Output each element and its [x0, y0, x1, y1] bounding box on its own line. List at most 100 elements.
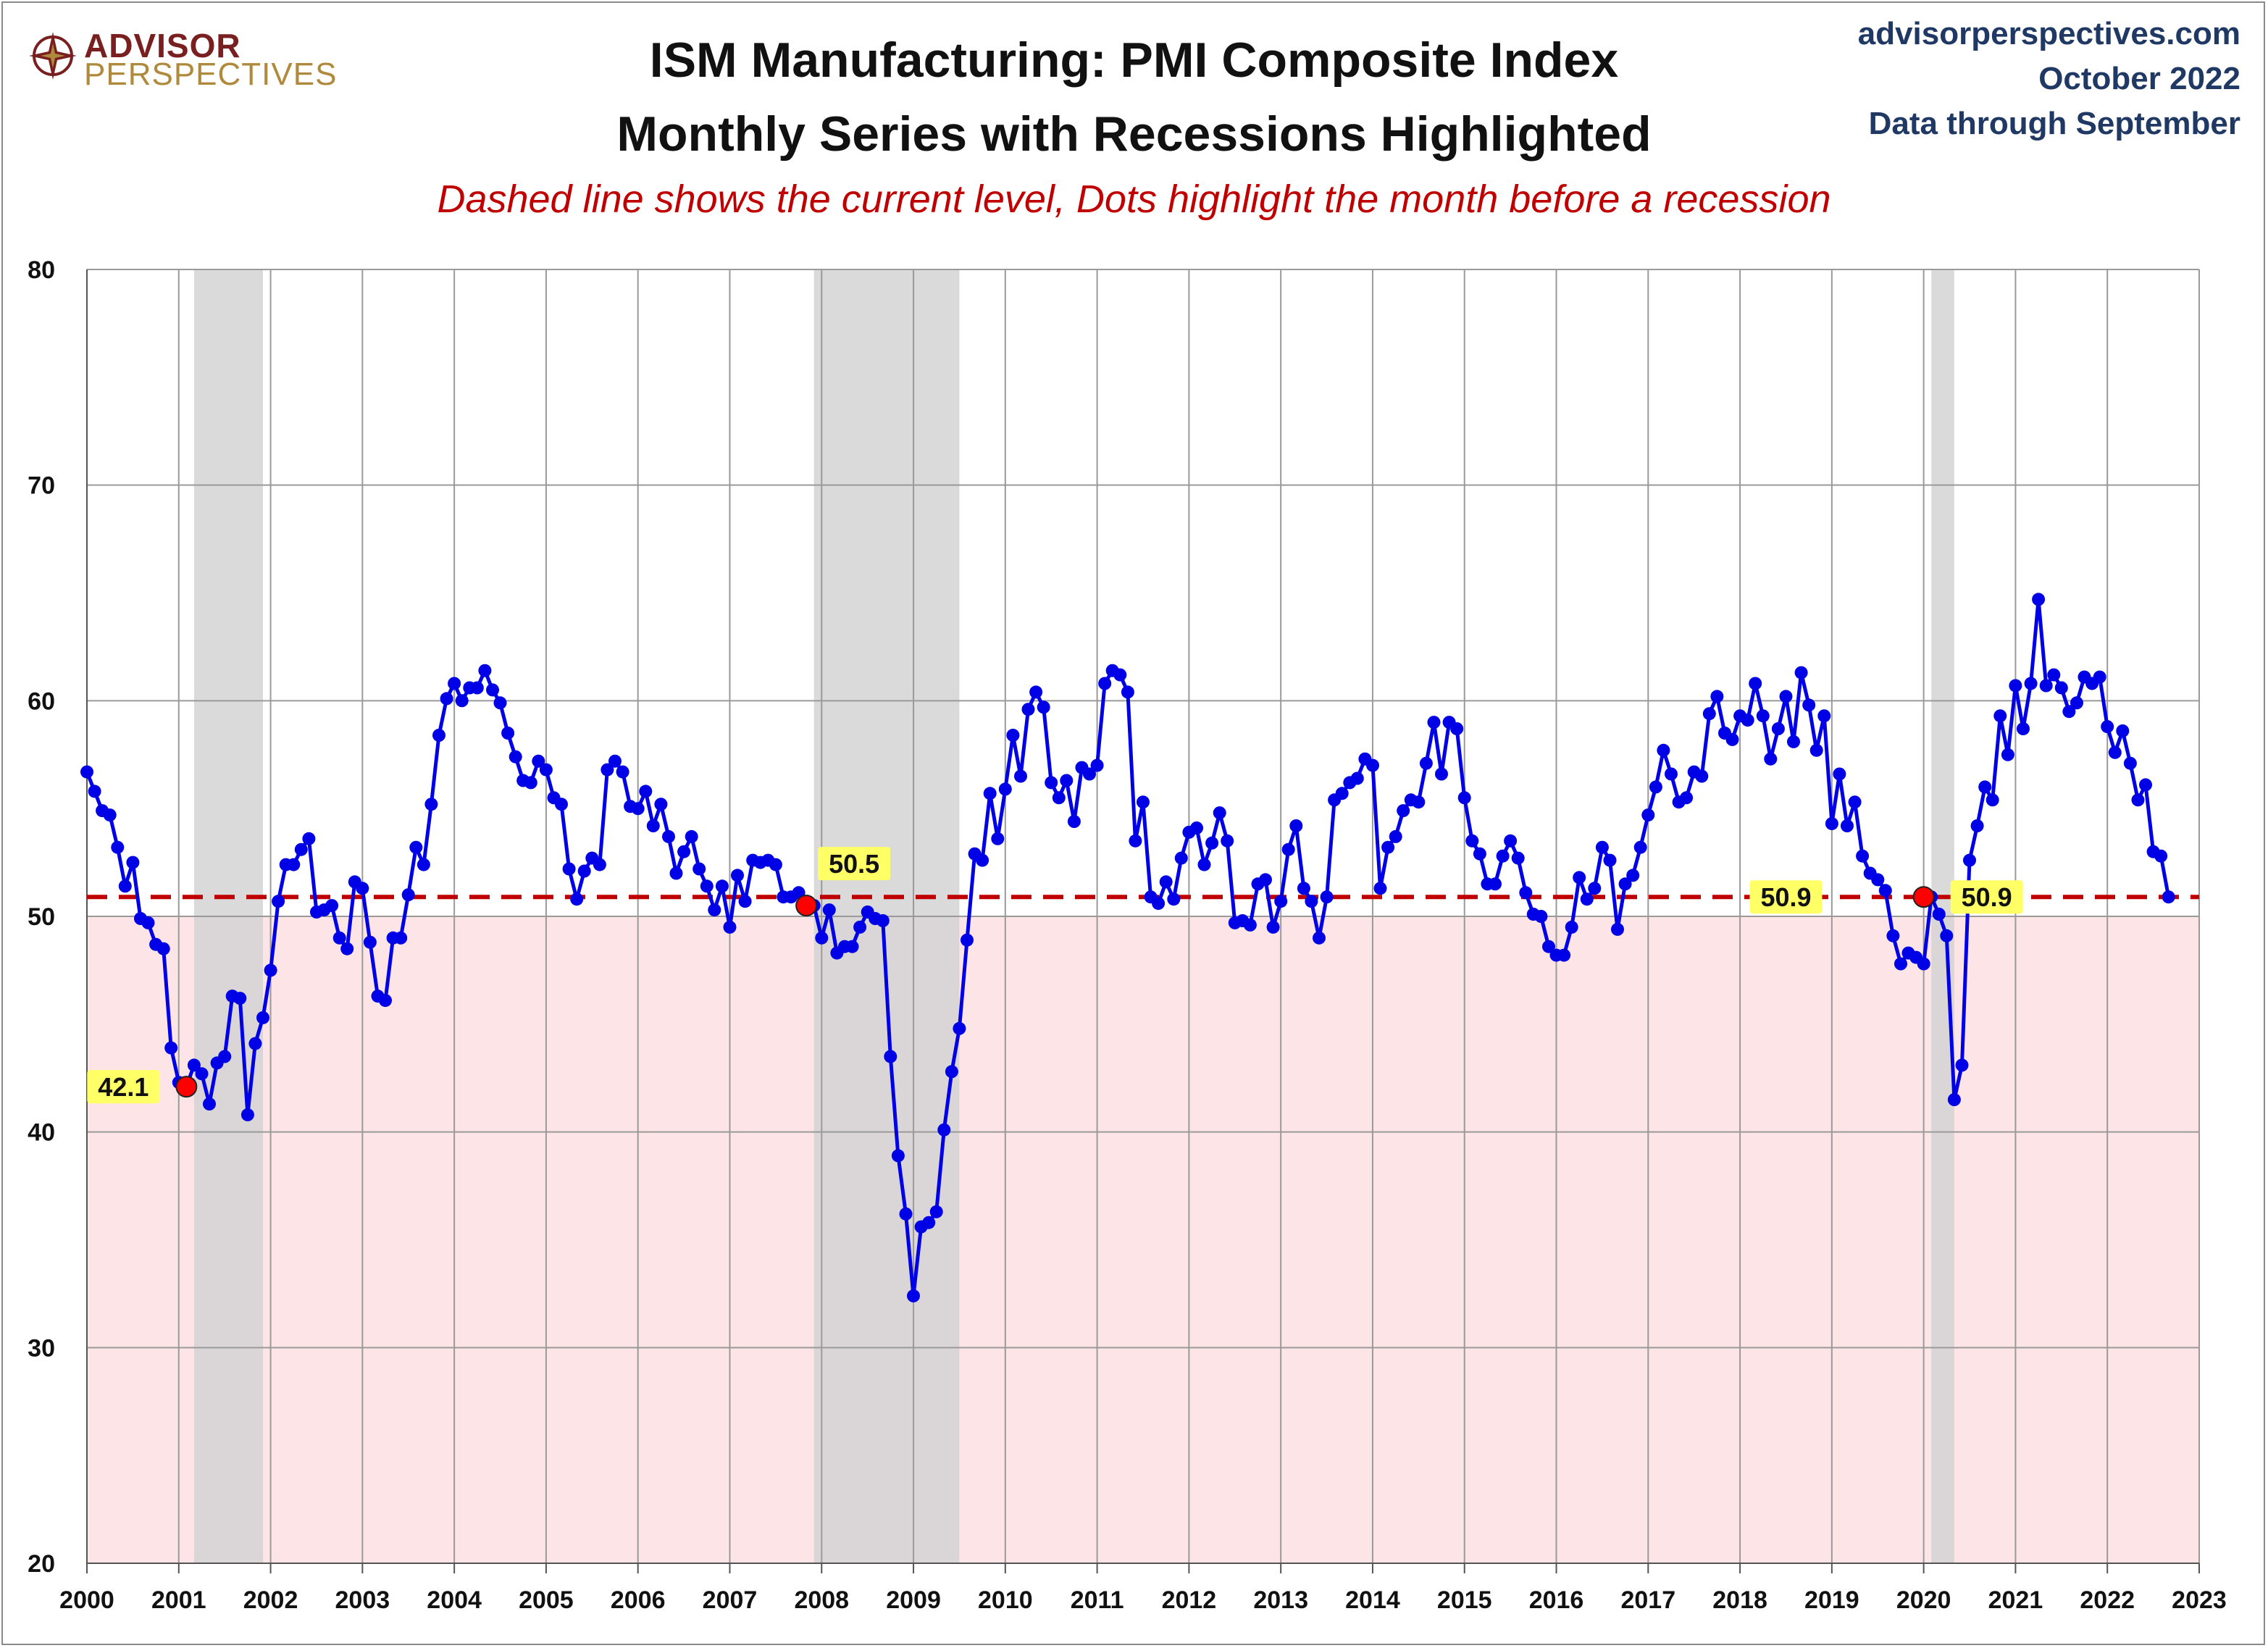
x-tick-label: 2010	[978, 1586, 1033, 1614]
data-point	[340, 942, 354, 955]
x-tick-label: 2016	[1529, 1586, 1584, 1614]
data-point	[1305, 895, 1318, 908]
data-point	[195, 1067, 209, 1081]
data-point	[440, 692, 453, 706]
data-point	[2032, 593, 2046, 606]
highlight-label: 50.5	[829, 849, 879, 879]
data-point	[1603, 853, 1617, 867]
data-point	[1680, 791, 1694, 805]
data-point	[2062, 705, 2076, 719]
publication-date: October 2022	[2038, 61, 2240, 96]
data-point	[1932, 908, 1946, 921]
y-tick-label: 30	[28, 1334, 55, 1362]
data-point	[532, 754, 545, 768]
data-point	[907, 1289, 920, 1302]
data-point	[577, 864, 591, 878]
advisor-perspectives-logo: ADVISOR PERSPECTIVES	[28, 26, 336, 92]
data-point	[601, 763, 614, 777]
current-level-label-bg	[1749, 880, 1823, 914]
x-tick-label: 2007	[703, 1586, 758, 1614]
data-point	[929, 1205, 943, 1218]
data-point	[1243, 918, 1257, 932]
data-point	[1580, 892, 1594, 906]
data-point	[853, 920, 867, 934]
data-point	[218, 1050, 232, 1063]
data-point	[1802, 698, 1816, 712]
data-point	[1205, 836, 1219, 850]
highlight-dot	[175, 1076, 198, 1098]
data-point	[1489, 877, 1502, 891]
data-point	[294, 842, 308, 856]
highlight-label: 50.9	[1962, 882, 2012, 912]
data-point	[394, 931, 408, 945]
compass-logo-icon	[29, 32, 77, 80]
data-point	[884, 1050, 897, 1063]
data-point	[1129, 834, 1142, 848]
data-point	[616, 765, 629, 779]
data-point	[1197, 858, 1211, 871]
data-point	[1809, 743, 1823, 757]
logo-perspectives-text: PERSPECTIVES	[84, 57, 338, 92]
data-point	[708, 903, 721, 917]
x-tick-label: 2008	[794, 1586, 849, 1614]
data-point	[1794, 666, 1808, 679]
data-point	[1940, 929, 1954, 942]
data-point	[493, 696, 507, 710]
x-tick-label: 2017	[1620, 1586, 1675, 1614]
data-point	[876, 914, 890, 927]
data-point	[332, 931, 346, 945]
data-point	[822, 903, 836, 917]
data-point	[470, 681, 484, 695]
data-point	[815, 931, 829, 945]
x-tick-label: 2014	[1345, 1586, 1400, 1614]
data-point	[2108, 745, 2122, 759]
data-point	[1825, 817, 1838, 830]
data-point	[2039, 679, 2053, 693]
data-point	[1281, 842, 1295, 856]
data-point	[156, 942, 170, 955]
data-point	[1090, 758, 1104, 772]
data-point	[1159, 875, 1173, 889]
data-point	[1174, 851, 1188, 865]
y-tick-label: 70	[28, 472, 55, 500]
data-point	[539, 763, 553, 777]
data-point	[1573, 871, 1586, 884]
data-point	[723, 920, 737, 934]
data-point	[248, 1037, 262, 1050]
data-point	[1373, 882, 1387, 895]
data-point	[1504, 834, 1518, 848]
data-point	[1412, 795, 1426, 809]
x-tick-label: 2009	[886, 1586, 941, 1614]
data-point	[1113, 668, 1127, 682]
data-point	[424, 798, 438, 811]
data-point	[1037, 700, 1050, 714]
data-point	[356, 882, 369, 895]
data-point	[524, 776, 537, 790]
chart-subtitle: Dashed line shows the current level, Dot…	[437, 177, 1831, 221]
data-point	[1886, 929, 1900, 942]
x-tick-label: 2018	[1712, 1586, 1767, 1614]
x-tick-label: 2021	[1988, 1586, 2043, 1614]
x-tick-label: 2013	[1253, 1586, 1308, 1614]
data-point	[1741, 714, 1754, 727]
data-point	[1021, 703, 1035, 716]
data-point	[1978, 780, 1992, 794]
data-point	[203, 1097, 216, 1110]
data-point	[685, 829, 698, 843]
data-point	[264, 963, 277, 977]
data-point	[2093, 670, 2106, 684]
data-point	[1014, 769, 1027, 783]
data-point	[1435, 767, 1448, 781]
data-point	[233, 992, 247, 1005]
data-point	[1917, 957, 1930, 971]
data-point	[432, 729, 445, 742]
data-point	[2009, 679, 2022, 693]
data-point	[1274, 895, 1288, 908]
source-site: advisorperspectives.com	[1857, 16, 2240, 51]
data-point	[1190, 821, 1203, 835]
data-point	[1381, 840, 1395, 854]
data-point	[1557, 948, 1571, 962]
data-point	[1052, 791, 1066, 805]
data-point	[1259, 873, 1272, 887]
